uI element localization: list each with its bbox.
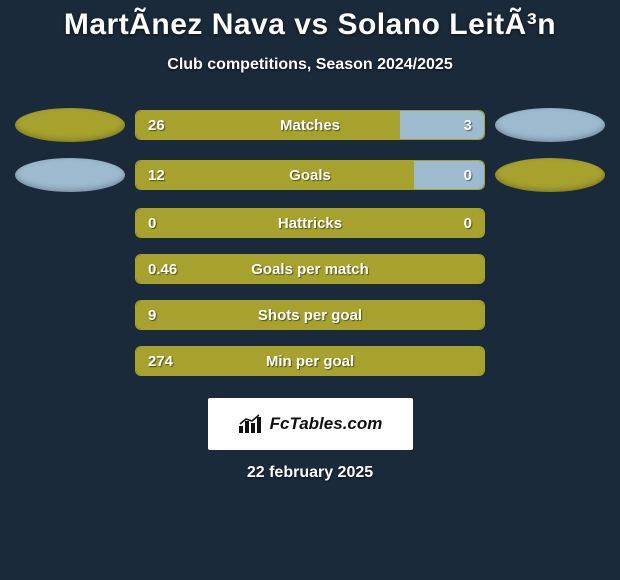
stat-row: 0 0 Hattricks xyxy=(0,208,620,238)
value-left: 274 xyxy=(148,353,173,370)
stat-label: Goals xyxy=(289,167,331,184)
player1-oval xyxy=(15,158,125,192)
chart-icon xyxy=(238,414,264,434)
stat-bar: 274 Min per goal xyxy=(135,346,485,376)
right-pad xyxy=(485,108,615,142)
value-right: 3 xyxy=(464,117,472,134)
left-pad xyxy=(5,158,135,192)
value-left: 26 xyxy=(148,117,165,134)
value-left: 9 xyxy=(148,307,156,324)
brand-badge[interactable]: FcTables.com xyxy=(208,398,413,450)
stat-row: 26 3 Matches xyxy=(0,108,620,142)
fill-player2 xyxy=(414,161,484,189)
value-left: 0.46 xyxy=(148,261,177,278)
stat-row: 9 Shots per goal xyxy=(0,300,620,330)
page-title: MartÃ­nez Nava vs Solano LeitÃ³n xyxy=(0,8,620,42)
fill-player1 xyxy=(136,161,414,189)
stat-bar: 26 3 Matches xyxy=(135,110,485,140)
left-pad xyxy=(5,108,135,142)
stat-label: Shots per goal xyxy=(258,307,362,324)
stat-label: Min per goal xyxy=(266,353,354,370)
stat-rows: 26 3 Matches 12 0 Goals 0 0 Hattricks 0.46 Goals p… xyxy=(0,108,620,376)
fill-player1 xyxy=(136,111,400,139)
brand-text: FcTables.com xyxy=(270,414,383,434)
stat-label: Matches xyxy=(280,117,340,134)
player1-oval xyxy=(15,108,125,142)
player2-oval xyxy=(495,108,605,142)
stat-bar: 12 0 Goals xyxy=(135,160,485,190)
stat-bar: 0 0 Hattricks xyxy=(135,208,485,238)
player2-oval xyxy=(495,158,605,192)
stat-row: 274 Min per goal xyxy=(0,346,620,376)
subtitle: Club competitions, Season 2024/2025 xyxy=(0,56,620,74)
value-right: 0 xyxy=(464,167,472,184)
stat-row: 0.46 Goals per match xyxy=(0,254,620,284)
stat-bar: 0.46 Goals per match xyxy=(135,254,485,284)
value-left: 0 xyxy=(148,215,156,232)
right-pad xyxy=(485,158,615,192)
comparison-card: MartÃ­nez Nava vs Solano LeitÃ³n Club co… xyxy=(0,0,620,482)
stat-bar: 9 Shots per goal xyxy=(135,300,485,330)
value-right: 0 xyxy=(464,215,472,232)
stat-label: Goals per match xyxy=(251,261,369,278)
date-label: 22 february 2025 xyxy=(0,464,620,482)
stat-label: Hattricks xyxy=(278,215,342,232)
value-left: 12 xyxy=(148,167,165,184)
stat-row: 12 0 Goals xyxy=(0,158,620,192)
